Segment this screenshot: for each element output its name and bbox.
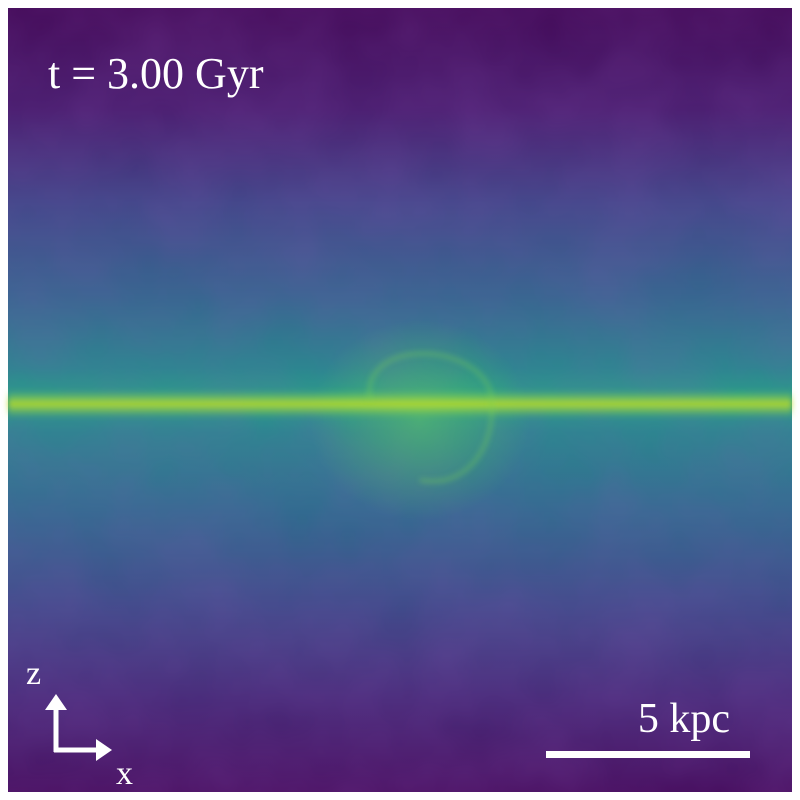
disk: [8, 390, 792, 418]
filament: [368, 352, 494, 483]
horizontal-axis-label: x: [116, 755, 133, 792]
vertical-axis-label: z: [26, 655, 41, 692]
scale-bar-label: 5 kpc: [638, 696, 730, 742]
axis-arrows: [45, 694, 112, 761]
time-label: t = 3.00 Gyr: [48, 49, 264, 98]
bulge: [310, 320, 530, 520]
scale-bar: [546, 751, 750, 758]
